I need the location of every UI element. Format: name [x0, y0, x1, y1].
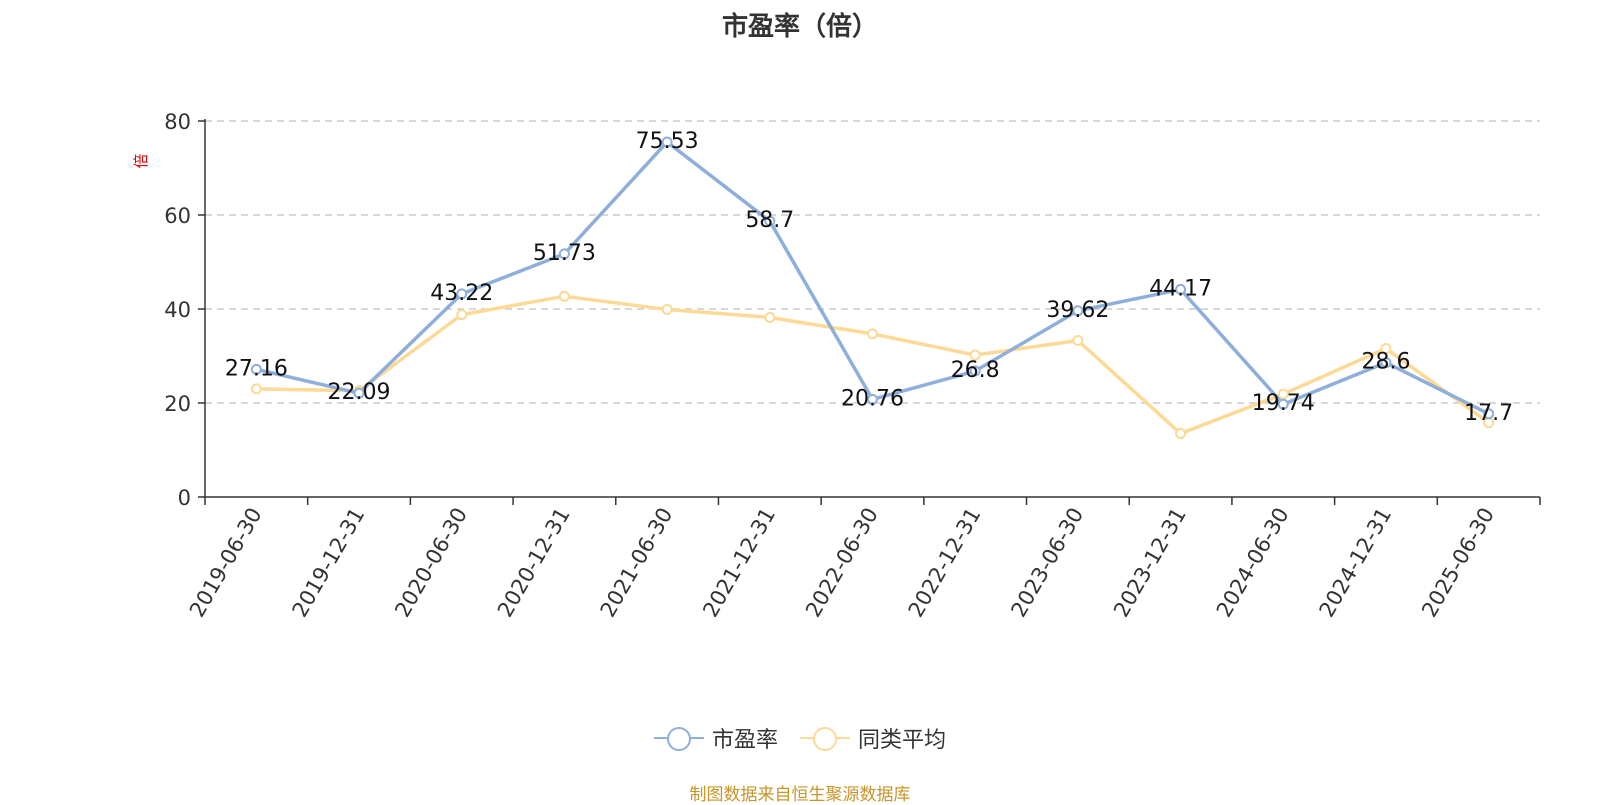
x-tick-label-2024-12-31: 2024-12-31	[1314, 504, 1396, 622]
data-label-0-9: 44.17	[1149, 276, 1212, 301]
series-0-point-7	[969, 365, 981, 377]
series-0-point-9	[1175, 283, 1187, 295]
series-1-point-2	[456, 309, 468, 321]
series-0-point-8	[1072, 305, 1084, 317]
legend: 市盈率 同类平均	[0, 722, 1600, 754]
y-axis-label: 倍	[132, 153, 150, 168]
series-0-point-5	[764, 215, 776, 227]
x-tick-label-2025-06-30: 2025-06-30	[1417, 504, 1499, 622]
data-label-0-1: 22.09	[328, 380, 391, 405]
series-1-point-9	[1175, 428, 1187, 440]
data-label-0-3: 51.73	[533, 241, 596, 266]
series-1-point-7	[969, 349, 981, 361]
x-tick-label-2021-12-31: 2021-12-31	[698, 504, 780, 622]
x-tick-label-2023-12-31: 2023-12-31	[1109, 504, 1191, 622]
legend-label-peer-average: 同类平均	[858, 728, 947, 753]
series-0-point-0	[250, 363, 262, 375]
series-0-point-1	[353, 387, 365, 399]
x-tick-label-2023-06-30: 2023-06-30	[1006, 504, 1088, 622]
chart-title: 市盈率（倍）	[721, 12, 878, 42]
data-label-0-6: 20.76	[841, 386, 904, 411]
series-0-point-2	[456, 288, 468, 300]
legend-swatch-peer-average-icon	[800, 726, 850, 751]
series-0-point-11	[1380, 357, 1392, 369]
y-tick-label-40: 40	[164, 298, 191, 322]
legend-item-peer-average[interactable]: 同类平均	[800, 722, 946, 754]
series-0-point-12	[1483, 408, 1495, 420]
series-1-point-0	[250, 383, 262, 395]
legend-item-pe[interactable]: 市盈率	[653, 722, 778, 754]
data-label-0-10: 19.74	[1252, 391, 1315, 416]
series-1-point-6	[867, 328, 878, 340]
series-0-point-3	[558, 248, 570, 260]
x-tick-label-2021-06-30: 2021-06-30	[596, 504, 678, 622]
data-label-0-7: 26.8	[951, 358, 1000, 383]
data-source-note: 制图数据来自恒生聚源数据库	[689, 785, 911, 805]
data-label-0-2: 43.22	[430, 281, 493, 306]
series-lines	[250, 136, 1495, 440]
series-1-point-3	[558, 290, 570, 302]
legend-label-pe: 市盈率	[711, 728, 778, 753]
x-tick-label-2022-06-30: 2022-06-30	[801, 504, 883, 622]
data-label-0-12: 17.7	[1464, 401, 1513, 426]
series-1-point-10	[1277, 388, 1289, 400]
series-0-point-10	[1277, 398, 1289, 410]
data-label-0-8: 39.62	[1046, 298, 1109, 323]
y-tick-label-60: 60	[164, 204, 191, 228]
x-tick-label-2020-12-31: 2020-12-31	[493, 504, 575, 622]
y-tick-label-80: 80	[164, 110, 191, 134]
data-label-0-4: 75.53	[636, 129, 699, 154]
data-labels: 27.16 22.09 43.22 51.73 75.53 58.7 20.76 26.8 39…	[225, 129, 1513, 426]
x-tick-label-2019-12-31: 2019-12-31	[288, 504, 370, 622]
axes: 0 20 40 60 80 倍 2019-06-30 2019-12-31 2020-06-30…	[132, 110, 1541, 622]
series-1-point-11	[1380, 342, 1392, 354]
x-tick-label-2024-06-30: 2024-06-30	[1212, 504, 1294, 622]
y-tick-label-20: 20	[164, 392, 191, 416]
y-tick-label-0: 0	[178, 486, 191, 510]
x-tick-label-2022-12-31: 2022-12-31	[904, 504, 986, 622]
legend-swatch-pe-icon	[653, 726, 704, 751]
x-tick-label-2020-06-30: 2020-06-30	[390, 504, 472, 622]
series-line-0	[255, 140, 1490, 416]
data-label-0-11: 28.6	[1361, 350, 1410, 375]
series-0-point-4	[661, 136, 673, 148]
series-0-point-6	[867, 393, 878, 405]
x-tick-label-2019-06-30: 2019-06-30	[185, 504, 267, 622]
data-label-0-0: 27.16	[225, 356, 288, 381]
series-1-point-8	[1072, 334, 1084, 346]
grid-lines	[205, 120, 1540, 404]
series-1-point-5	[764, 311, 776, 323]
series-1-point-4	[661, 303, 673, 315]
data-label-0-5: 58.7	[745, 208, 794, 233]
